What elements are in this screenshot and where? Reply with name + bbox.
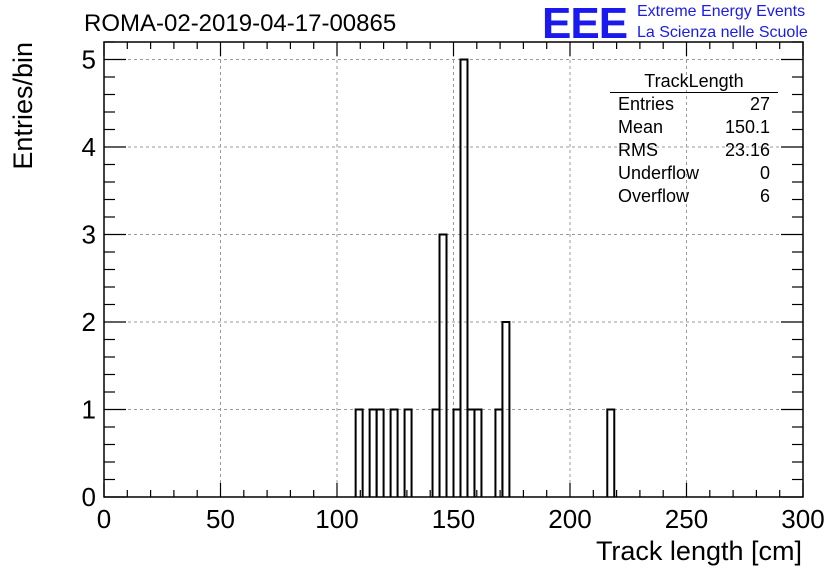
x-tick-label: 200 <box>548 504 591 534</box>
y-tick-label: 3 <box>82 220 96 250</box>
y-tick-label: 5 <box>82 45 96 75</box>
x-tick-label: 300 <box>781 504 824 534</box>
histogram-bar <box>466 408 476 497</box>
histogram-bar <box>473 408 483 497</box>
stat-row-mean: Mean 150.1 <box>610 116 778 139</box>
histogram-bar <box>368 408 378 497</box>
histogram-bar <box>606 408 616 497</box>
stat-label: Mean <box>618 117 664 137</box>
stat-label: RMS <box>618 140 658 160</box>
run-title: ROMA-02-2019-04-17-00865 <box>84 10 397 37</box>
stat-label: Entries <box>618 94 675 114</box>
stat-value: 150.1 <box>724 117 770 137</box>
stat-row-underflow: Underflow 0 <box>610 162 778 185</box>
stat-value: 27 <box>749 94 770 114</box>
histogram-bar <box>438 233 448 497</box>
stat-value: 0 <box>759 163 770 183</box>
stats-box: TrackLength Entries 27 Mean 150.1 RMS 23… <box>610 70 778 208</box>
logo-line-1: Extreme Energy Events <box>637 3 806 20</box>
stat-label: Overflow <box>618 186 690 206</box>
y-tick-label: 1 <box>82 395 96 425</box>
stat-value: 23.16 <box>724 140 770 160</box>
y-tick-label: 4 <box>82 132 96 162</box>
histogram-bar <box>494 408 504 497</box>
stat-row-entries: Entries 27 <box>610 93 778 116</box>
x-axis-label: Track length [cm] <box>596 536 802 566</box>
x-tick-label: 250 <box>665 504 708 534</box>
histogram-bar <box>501 321 511 497</box>
histogram-bar <box>389 408 399 497</box>
stat-value: 6 <box>759 186 770 206</box>
axis-ticks <box>103 41 804 498</box>
histogram-bar <box>452 408 462 497</box>
histogram-bar <box>354 408 364 497</box>
y-tick-label: 0 <box>82 482 96 512</box>
histogram-bars <box>354 58 616 497</box>
x-tick-label: 150 <box>432 504 475 534</box>
x-tick-label: 100 <box>315 504 358 534</box>
stats-box-title: TrackLength <box>610 70 778 93</box>
histogram-bar <box>431 408 441 497</box>
logo-line-2: La Scienza nelle Scuole <box>637 24 808 41</box>
eee-logo: EEE <box>542 0 628 48</box>
x-tick-label: 50 <box>206 504 235 534</box>
y-tick-label: 2 <box>82 307 96 337</box>
histogram-bar <box>403 408 413 497</box>
axis-tick-labels: 0 50 100 150 200 250 300 0 1 2 3 4 5 <box>82 45 825 535</box>
stat-row-rms: RMS 23.16 <box>610 139 778 162</box>
y-axis-label: Entries/bin <box>8 42 38 170</box>
x-tick-label: 0 <box>97 504 111 534</box>
histogram-bar <box>375 408 385 497</box>
stat-row-overflow: Overflow 6 <box>610 185 778 208</box>
histogram-bar <box>459 58 469 497</box>
stat-label: Underflow <box>618 163 700 183</box>
